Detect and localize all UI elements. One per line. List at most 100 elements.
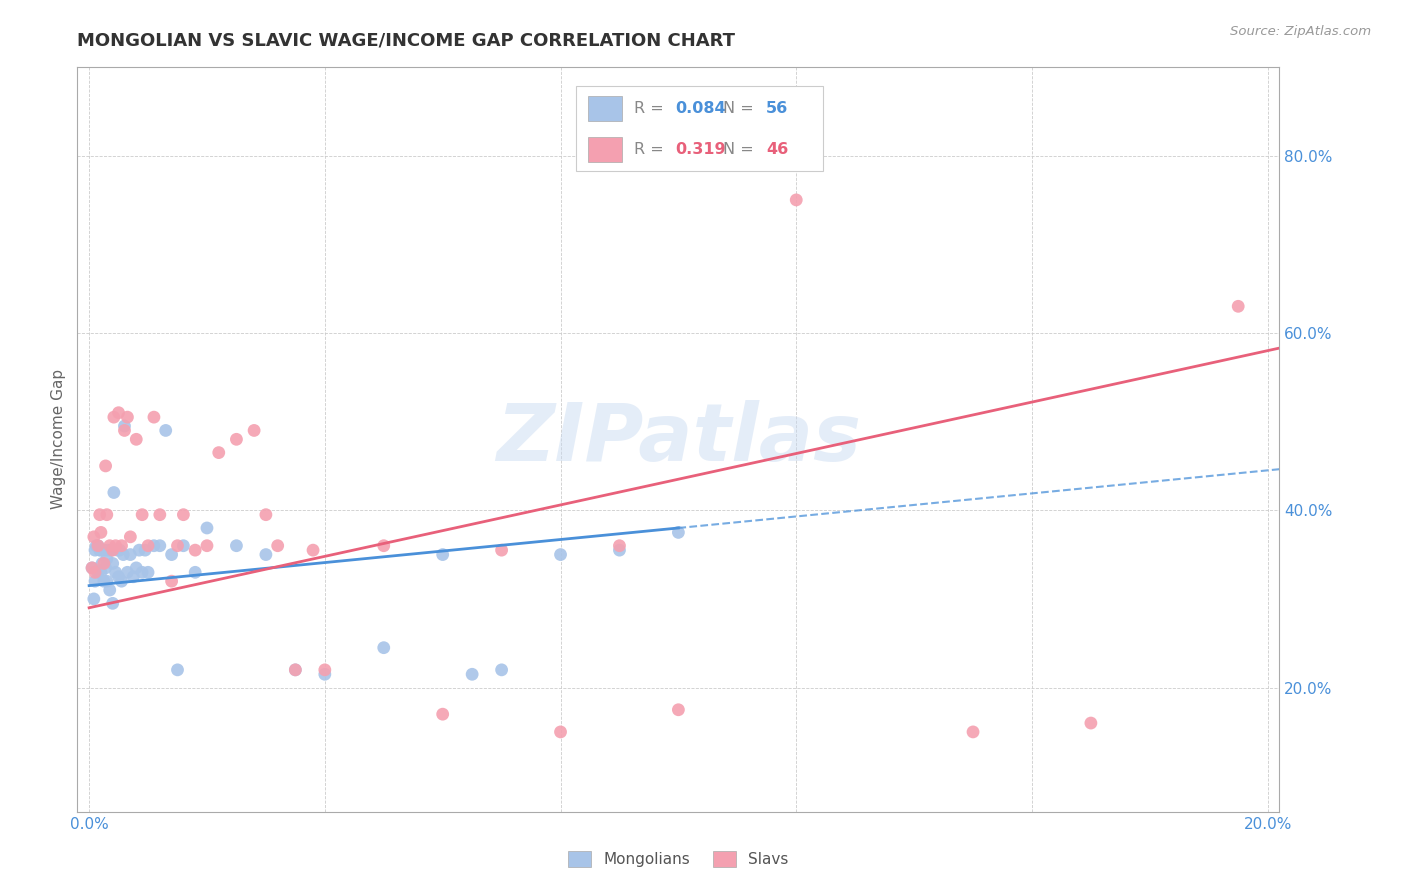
Point bbox=[136, 539, 159, 553]
Point bbox=[609, 539, 631, 553]
Point bbox=[94, 561, 117, 575]
Point bbox=[107, 543, 129, 558]
Point bbox=[98, 539, 121, 553]
Text: N =: N = bbox=[723, 142, 759, 157]
Point bbox=[90, 543, 112, 558]
Point bbox=[668, 525, 690, 540]
Point bbox=[550, 548, 572, 562]
Point bbox=[117, 410, 139, 425]
Point bbox=[97, 543, 120, 558]
Point bbox=[107, 570, 129, 584]
Point bbox=[172, 508, 194, 522]
Point bbox=[93, 574, 115, 589]
Point bbox=[491, 543, 513, 558]
Point bbox=[609, 543, 631, 558]
Point bbox=[550, 725, 572, 739]
Point bbox=[101, 596, 124, 610]
Point bbox=[84, 543, 107, 558]
FancyBboxPatch shape bbox=[576, 86, 823, 171]
Point bbox=[314, 663, 336, 677]
Point bbox=[284, 663, 307, 677]
Point bbox=[94, 458, 117, 473]
Point bbox=[108, 543, 131, 558]
Point bbox=[160, 548, 183, 562]
Point bbox=[225, 433, 247, 447]
Point bbox=[90, 566, 112, 580]
Point bbox=[87, 539, 110, 553]
FancyBboxPatch shape bbox=[588, 136, 621, 162]
Point bbox=[114, 424, 136, 438]
Point bbox=[83, 530, 105, 544]
Point bbox=[80, 561, 103, 575]
Point bbox=[122, 570, 145, 584]
Point bbox=[120, 548, 142, 562]
Point bbox=[120, 530, 142, 544]
Point bbox=[89, 508, 111, 522]
Point bbox=[107, 406, 129, 420]
Point bbox=[195, 521, 218, 535]
Point bbox=[1080, 716, 1102, 731]
Point bbox=[267, 539, 290, 553]
Point bbox=[103, 485, 125, 500]
Point bbox=[96, 552, 118, 566]
Point bbox=[83, 591, 105, 606]
Point bbox=[84, 574, 107, 589]
Text: R =: R = bbox=[634, 101, 669, 116]
Point bbox=[110, 539, 132, 553]
Point bbox=[136, 566, 159, 580]
Point bbox=[89, 543, 111, 558]
Text: Source: ZipAtlas.com: Source: ZipAtlas.com bbox=[1230, 25, 1371, 38]
Point bbox=[93, 543, 115, 558]
Y-axis label: Wage/Income Gap: Wage/Income Gap bbox=[51, 369, 66, 509]
Point bbox=[91, 557, 114, 571]
Point bbox=[962, 725, 984, 739]
Point bbox=[160, 574, 183, 589]
Legend: Mongolians, Slavs: Mongolians, Slavs bbox=[568, 851, 789, 867]
Point bbox=[432, 707, 454, 722]
Point bbox=[84, 566, 107, 580]
Point bbox=[100, 543, 122, 558]
Text: 0.084: 0.084 bbox=[675, 101, 725, 116]
Point bbox=[104, 566, 127, 580]
Point bbox=[166, 539, 188, 553]
Point bbox=[184, 566, 207, 580]
Point bbox=[96, 508, 118, 522]
Point bbox=[98, 582, 121, 597]
Point bbox=[104, 539, 127, 553]
Point bbox=[125, 561, 148, 575]
Point bbox=[87, 539, 110, 553]
Point bbox=[80, 561, 103, 575]
Point bbox=[166, 663, 188, 677]
Point bbox=[155, 424, 177, 438]
Point bbox=[243, 424, 266, 438]
Point bbox=[125, 433, 148, 447]
Point bbox=[195, 539, 218, 553]
Point bbox=[93, 557, 115, 571]
Point bbox=[785, 193, 807, 207]
FancyBboxPatch shape bbox=[588, 96, 621, 121]
Point bbox=[84, 539, 107, 553]
Text: MONGOLIAN VS SLAVIC WAGE/INCOME GAP CORRELATION CHART: MONGOLIAN VS SLAVIC WAGE/INCOME GAP CORR… bbox=[77, 31, 735, 49]
Point bbox=[302, 543, 325, 558]
Point bbox=[142, 410, 165, 425]
Point bbox=[149, 539, 172, 553]
Point bbox=[149, 508, 172, 522]
Point bbox=[142, 539, 165, 553]
Point bbox=[461, 667, 484, 681]
Point bbox=[87, 566, 110, 580]
Point bbox=[131, 566, 153, 580]
Point bbox=[668, 703, 690, 717]
Point bbox=[225, 539, 247, 553]
Point bbox=[172, 539, 194, 553]
Text: N =: N = bbox=[723, 101, 759, 116]
Point bbox=[117, 566, 139, 580]
Point bbox=[254, 508, 277, 522]
Point bbox=[184, 543, 207, 558]
Point bbox=[373, 640, 395, 655]
Text: 56: 56 bbox=[766, 101, 789, 116]
Text: 0.319: 0.319 bbox=[675, 142, 725, 157]
Point bbox=[1227, 299, 1250, 313]
Point bbox=[96, 574, 118, 589]
Point bbox=[90, 525, 112, 540]
Point bbox=[284, 663, 307, 677]
